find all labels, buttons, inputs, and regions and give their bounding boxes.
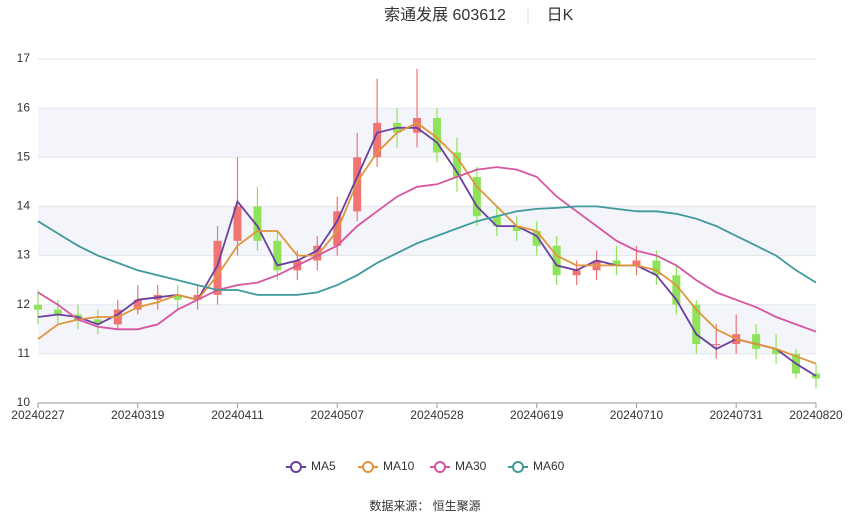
candle-body: [273, 240, 282, 271]
x-tick-label: 20240528: [410, 408, 464, 422]
candle-body: [472, 176, 481, 217]
y-tick-label: 13: [17, 248, 31, 262]
candle-body: [712, 344, 721, 346]
legend-marker: [290, 461, 302, 473]
candle-body: [373, 122, 382, 158]
legend-label: MA10: [383, 459, 415, 473]
candle-body: [53, 309, 62, 315]
candle-body: [692, 304, 701, 345]
candle-body: [133, 299, 142, 310]
x-tick-label: 20240619: [510, 408, 564, 422]
candle-body: [233, 206, 242, 241]
candle-body: [413, 117, 422, 133]
chart-title: 索通发展 603612: [384, 6, 506, 24]
x-tick-label: 20240411: [211, 408, 264, 422]
candle-body: [452, 152, 461, 177]
candle-body: [572, 270, 581, 276]
source-note: 数据来源： 恒生聚源: [369, 498, 480, 513]
y-tick-label: 11: [18, 346, 31, 360]
candle-body: [612, 260, 621, 266]
candle-body: [672, 275, 681, 305]
candle-body: [253, 206, 262, 241]
y-tick-label: 12: [17, 297, 31, 311]
x-tick-label: 20240820: [789, 408, 843, 422]
candle-body: [193, 294, 202, 300]
y-tick-label: 15: [17, 149, 31, 163]
candle-body: [552, 245, 561, 276]
y-tick-label: 10: [17, 395, 31, 409]
candle-body: [772, 348, 781, 354]
x-tick-label: 20240731: [710, 408, 764, 422]
legend-marker: [434, 461, 446, 473]
legend-label: MA30: [455, 459, 487, 473]
legend-label: MA5: [311, 459, 336, 473]
candle-body: [752, 334, 761, 349]
candle-body: [512, 226, 521, 231]
ma-line: [37, 166, 817, 333]
candle-body: [173, 294, 182, 300]
candle-body: [34, 304, 42, 310]
candle-body: [492, 216, 501, 227]
grid-band: [38, 108, 816, 158]
candle-body: [93, 319, 102, 325]
y-tick-label: 17: [17, 51, 31, 65]
candle-body: [313, 245, 322, 261]
y-tick-label: 16: [17, 100, 31, 114]
legend-label: MA60: [533, 459, 565, 473]
candle-body: [432, 117, 441, 153]
y-tick-label: 14: [17, 199, 31, 213]
x-tick-label: 20240710: [610, 408, 664, 422]
x-tick-label: 20240227: [11, 408, 65, 422]
candle-body: [213, 240, 222, 295]
grid-band: [38, 206, 816, 256]
candle-body: [532, 231, 541, 246]
candle-body: [632, 260, 641, 266]
ma-line: [37, 126, 817, 377]
grid-band: [38, 304, 816, 354]
x-tick-label: 20240507: [311, 408, 365, 422]
x-tick-label: 20240319: [111, 408, 165, 422]
ma-line: [37, 205, 817, 296]
candle-body: [652, 260, 661, 276]
legend-marker: [362, 461, 374, 473]
ma-line: [37, 121, 817, 365]
legend-marker: [512, 461, 524, 473]
period-label: 日K: [547, 7, 574, 24]
